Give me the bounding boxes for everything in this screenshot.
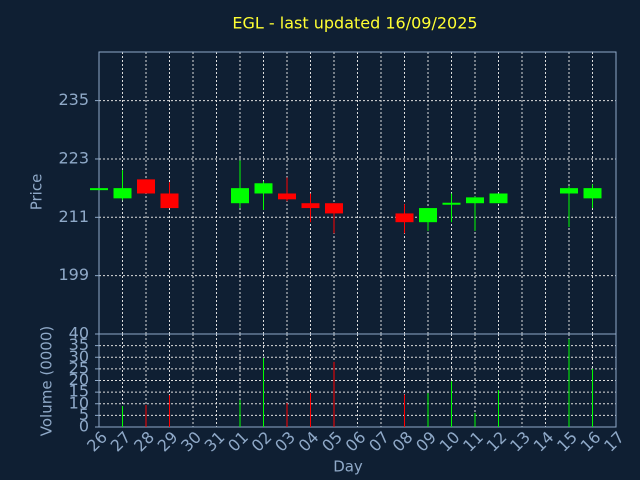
volume-bar [404, 394, 405, 427]
volume-bar [122, 406, 123, 427]
volume-bar [145, 404, 147, 427]
volume-bar [451, 381, 452, 427]
candle-body [583, 188, 602, 199]
candle-body [254, 183, 273, 194]
volume-tick-label: 0 [79, 417, 89, 436]
candle-body [160, 193, 179, 209]
volume-tick-label: 35 [69, 335, 89, 354]
candle-body [395, 213, 414, 223]
chart-title: EGL - last updated 16/09/2025 [232, 14, 477, 33]
volume-tick-label: 15 [69, 382, 89, 401]
volume-axis-label: Volume (0000) [38, 326, 56, 436]
volume-tick-label: 30 [69, 347, 89, 366]
candle-body [137, 179, 155, 194]
candle-body [466, 197, 484, 204]
y-tick-label: 235 [58, 90, 89, 109]
volume-bar [568, 339, 570, 427]
y-axis-label: Price [28, 174, 46, 211]
volume-tick-label: 40 [69, 324, 89, 343]
volume-bar [498, 390, 499, 427]
volume-bar [263, 358, 264, 427]
volume-bar [239, 400, 241, 427]
volume-bar [169, 395, 170, 427]
volume-tick-label: 5 [79, 405, 89, 424]
candle-body [325, 203, 343, 214]
y-tick-label: 211 [58, 207, 89, 226]
x-axis-label: Day [333, 458, 363, 476]
volume-bar [310, 393, 311, 427]
candle-body [278, 193, 296, 200]
volume-bar [427, 393, 429, 427]
candle-body [231, 188, 249, 204]
candle-body [489, 193, 508, 204]
volume-tick-label: 10 [69, 393, 89, 412]
volume-bar [286, 403, 288, 427]
volume-tick-label: 20 [69, 370, 89, 389]
candle-body [113, 188, 132, 199]
volume-bar [592, 368, 593, 427]
candle-body [90, 188, 108, 191]
volume-tick-label: 25 [69, 358, 89, 377]
y-tick-label: 223 [58, 148, 89, 167]
candle-body [442, 202, 461, 205]
candle-body [419, 208, 437, 223]
volume-panel [98, 333, 617, 428]
candle-body [301, 203, 320, 209]
volume-bar [333, 361, 335, 427]
y-tick-label: 199 [58, 265, 89, 284]
volume-bar [474, 413, 476, 427]
candle-body [560, 188, 578, 194]
